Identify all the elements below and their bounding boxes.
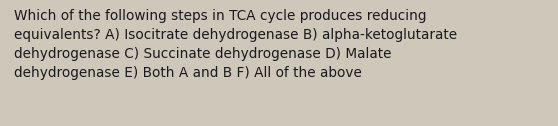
Text: Which of the following steps in TCA cycle produces reducing
equivalents? A) Isoc: Which of the following steps in TCA cycl… xyxy=(14,9,457,80)
